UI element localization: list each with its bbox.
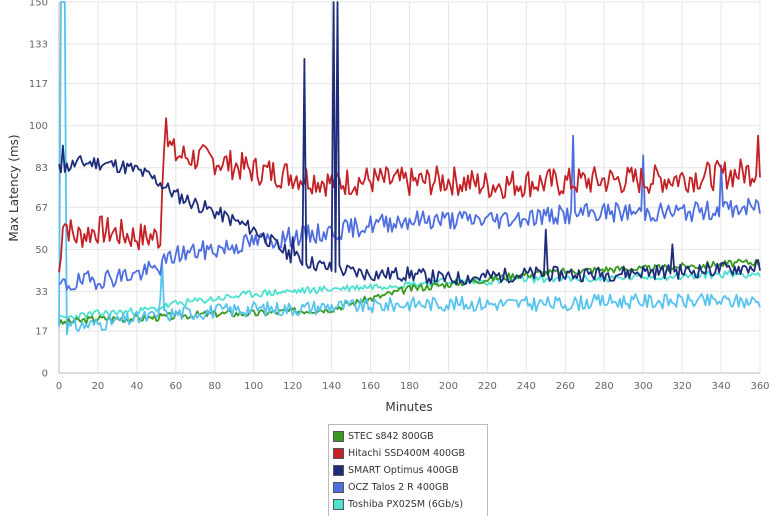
y-axis-ticks: 0 17 33 50 67 83 100 117 133 150 [29, 0, 48, 380]
legend-swatch [333, 431, 344, 442]
x-tick-label: 320 [673, 381, 692, 392]
x-tick-label: 180 [400, 381, 419, 392]
x-tick-label: 300 [634, 381, 653, 392]
x-tick-label: 220 [478, 381, 497, 392]
series-line-2 [58, 1, 761, 286]
y-tick-label: 117 [29, 79, 48, 90]
x-tick-label: 260 [556, 381, 575, 392]
legend-swatch [333, 448, 344, 459]
y-tick-label: 17 [35, 326, 48, 337]
y-tick-label: 67 [35, 203, 48, 214]
series-line-5 [58, 1, 761, 336]
y-tick-label: 33 [35, 287, 48, 298]
legend-label: STEC s842 800GB [348, 431, 434, 442]
y-tick-label: 83 [35, 163, 48, 174]
x-tick-label: 80 [208, 381, 221, 392]
legend-label: Toshiba PX02SM (6Gb/s) [348, 499, 464, 510]
legend-label: Hitachi SSD400M 400GB [348, 448, 465, 459]
legend-swatch [333, 499, 344, 510]
legend-item[interactable]: Toshiba PX02SM (6Gb/s) [333, 496, 487, 513]
series-line-1 [58, 117, 761, 273]
legend-swatch [333, 465, 344, 476]
legend-item[interactable]: Hitachi SSD400M 400GB [333, 445, 487, 462]
y-tick-label: 150 [29, 0, 48, 9]
x-tick-label: 140 [322, 381, 341, 392]
line-chart: 0 17 33 50 67 83 100 117 133 150 0 20 40 60 80 100 120 1… [7, 0, 770, 414]
x-axis-ticks: 0 20 40 60 80 100 120 140 160 180 200 220 240 260 280 3… [56, 381, 770, 392]
series-line-3 [58, 134, 761, 291]
legend-label: OCZ Talos 2 R 400GB [348, 482, 449, 493]
y-tick-label: 50 [35, 245, 48, 256]
series-line-4 [58, 270, 761, 321]
x-tick-label: 0 [56, 381, 62, 392]
legend-item[interactable]: SMART Optimus 400GB [333, 462, 487, 479]
x-tick-label: 120 [283, 381, 302, 392]
x-tick-label: 100 [244, 381, 263, 392]
legend-item[interactable]: OCZ Talos 2 R 400GB [333, 479, 487, 496]
y-tick-label: 0 [42, 369, 48, 380]
x-tick-label: 60 [169, 381, 182, 392]
x-tick-label: 20 [92, 381, 105, 392]
legend-item[interactable]: STEC s842 800GB [333, 428, 487, 445]
legend-label: SMART Optimus 400GB [348, 465, 459, 476]
y-tick-label: 100 [29, 121, 48, 132]
x-tick-label: 200 [439, 381, 458, 392]
legend: STEC s842 800GB Hitachi SSD400M 400GB SMAR… [328, 424, 488, 516]
x-tick-label: 280 [595, 381, 614, 392]
x-tick-label: 160 [361, 381, 380, 392]
x-tick-label: 340 [712, 381, 731, 392]
y-axis-title: Max Latency (ms) [7, 134, 21, 241]
x-tick-label: 360 [750, 381, 769, 392]
x-tick-label: 40 [131, 381, 144, 392]
x-axis-title: Minutes [385, 400, 432, 414]
x-tick-label: 240 [517, 381, 536, 392]
y-tick-label: 133 [29, 40, 48, 51]
legend-swatch [333, 482, 344, 493]
series-lines [58, 1, 761, 336]
